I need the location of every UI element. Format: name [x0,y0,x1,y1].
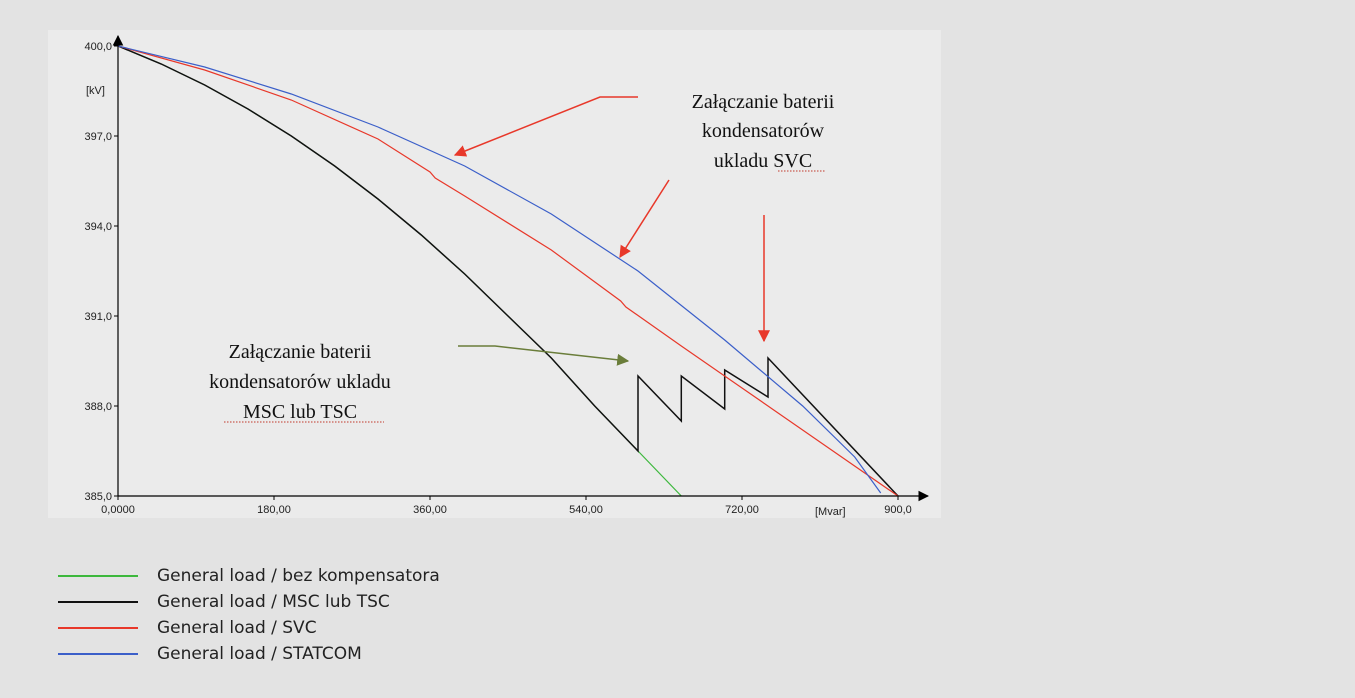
legend-item: General load / SVC [58,615,440,641]
legend-swatch [58,575,138,577]
tick-layer: 0,0000 180,00 360,00 540,00 720,00 900,0 385,0… [84,41,911,516]
series-line-3 [118,45,899,496]
x-unit-label: [Mvar] [815,506,846,518]
legend-label: General load / SVC [157,618,317,638]
annotation-msc-line-2: kondensatorów ukladu [209,371,391,393]
annotation-msc-arrow [458,345,630,366]
x-tick-label: 180,00 [257,504,291,516]
y-tick-label: 388,0 [84,401,112,413]
series-line-2 [118,45,899,496]
series-line-1 [118,45,683,496]
legend: General load / bez kompensatora General … [58,563,440,667]
legend-swatch [58,653,138,655]
x-tick-label: 900,0 [884,504,912,516]
y-tick-label: 385,0 [84,491,112,503]
x-tick-label: 720,00 [725,504,759,516]
x-tick-label: 360,00 [413,504,447,516]
y-tick-label: 394,0 [84,221,112,233]
y-tick-label: 400,0 [84,41,112,53]
legend-item: General load / bez kompensatora [58,563,440,589]
legend-label: General load / STATCOM [157,644,362,664]
plot-area [48,30,941,518]
legend-swatch [58,601,138,603]
annotation-svc-line-1: Załączanie baterii [692,91,835,113]
annotation-svc: Załączanie baterii kondensatorów ukladu … [453,91,835,343]
x-tick-label: 540,00 [569,504,603,516]
annotation-msc-line-3: MSC lub TSC [243,401,357,423]
legend-swatch [58,627,138,629]
y-unit-label: [kV] [86,85,105,97]
y-tick-label: 391,0 [84,311,112,323]
legend-label: General load / MSC lub TSC [157,592,390,612]
x-tick-label: 0,0000 [101,504,135,516]
legend-item: General load / MSC lub TSC [58,589,440,615]
legend-item: General load / STATCOM [58,641,440,667]
annotation-svc-line-2: kondensatorów [702,120,825,142]
series-line-4 [118,45,882,494]
annotation-svc-arrow-1 [453,96,638,157]
annotation-svc-line-3: ukladu SVC [714,150,812,172]
annotation-svc-arrow-2 [619,179,670,259]
series-layer [118,45,899,496]
annotation-msc: Załączanie baterii kondensatorów ukladu … [209,341,630,423]
y-tick-label: 397,0 [84,131,112,143]
annotation-msc-line-1: Załączanie baterii [229,341,372,363]
legend-label: General load / bez kompensatora [157,566,440,586]
